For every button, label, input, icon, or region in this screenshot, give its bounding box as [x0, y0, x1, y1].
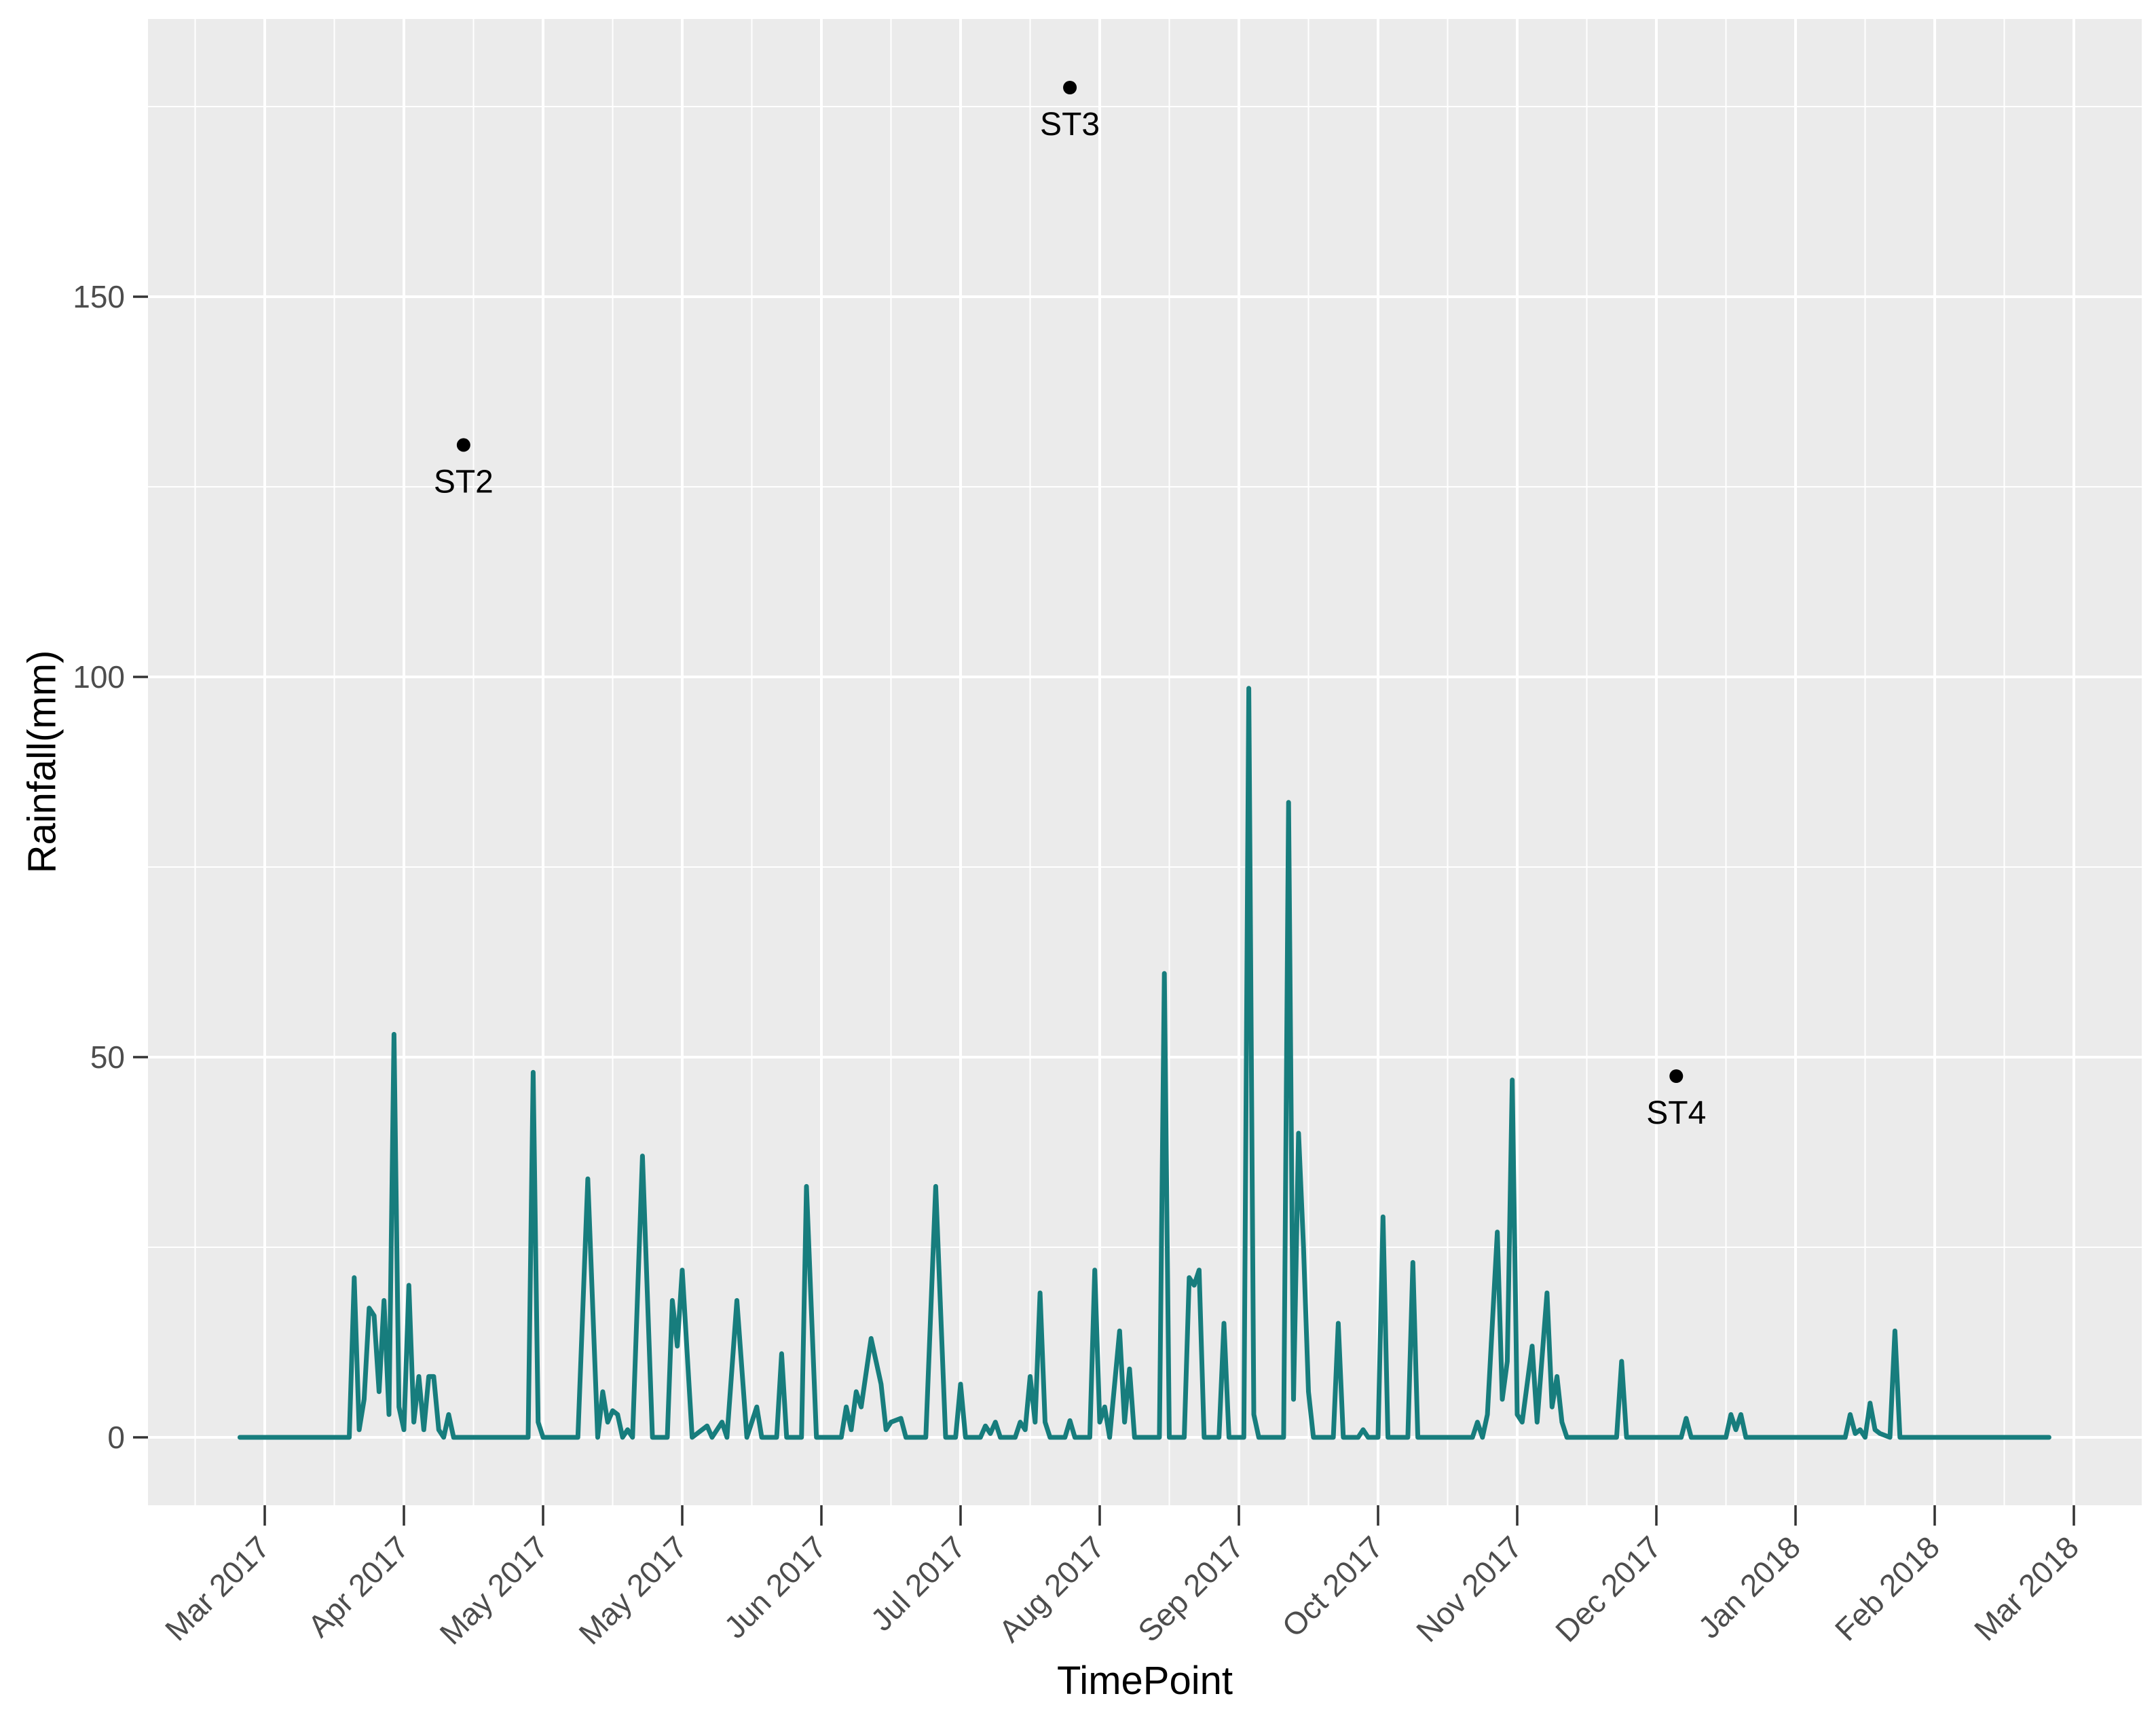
x-tick-label: Mar 2018 — [1967, 1529, 2085, 1647]
annotation-label-st3: ST3 — [1040, 107, 1100, 143]
x-tick-label: Apr 2017 — [301, 1529, 415, 1644]
y-tick-label: 150 — [73, 279, 125, 314]
rainfall-line — [237, 686, 2051, 1440]
x-tick-label: Feb 2018 — [1828, 1529, 1946, 1647]
x-axis-title: TimePoint — [1057, 1659, 1233, 1703]
x-tick-label: Mar 2017 — [158, 1529, 276, 1647]
plot-panel — [148, 19, 2142, 1505]
x-tick-label: Dec 2017 — [1548, 1529, 1668, 1648]
x-tick-label: Jul 2017 — [863, 1529, 972, 1638]
x-tick-label: May 2017 — [432, 1529, 555, 1651]
y-tick-label: 50 — [90, 1039, 125, 1075]
annotation-point-st3 — [1063, 81, 1077, 94]
x-tick-label: Jun 2017 — [717, 1529, 833, 1645]
x-tick-label: May 2017 — [572, 1529, 694, 1651]
y-tick-label: 0 — [107, 1420, 125, 1455]
x-tick-label: Aug 2017 — [992, 1529, 1111, 1648]
annotation-point-st4 — [1669, 1069, 1684, 1083]
y-axis-title: Rainfall(mm) — [20, 650, 64, 874]
annotation-label-st4: ST4 — [1646, 1095, 1706, 1131]
x-tick-label: Jan 2018 — [1691, 1529, 1807, 1645]
x-tick-label: Oct 2017 — [1275, 1529, 1390, 1644]
x-tick-label: Nov 2017 — [1409, 1529, 1529, 1648]
y-tick-label: 100 — [73, 659, 125, 695]
annotation-label-st2: ST2 — [434, 464, 494, 500]
x-tick-label: Sep 2017 — [1131, 1529, 1250, 1648]
annotation-point-st2 — [456, 438, 470, 452]
